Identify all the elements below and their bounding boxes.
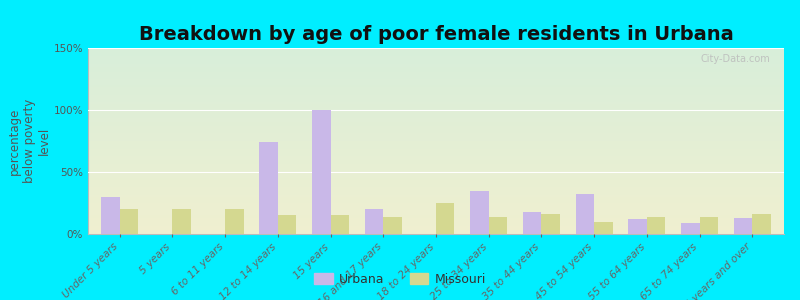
Bar [312,110,330,234]
Bar [330,215,349,234]
Bar [542,214,560,234]
Bar [383,217,402,234]
Title: Breakdown by age of poor female residents in Urbana: Breakdown by age of poor female resident… [138,25,734,44]
Legend: Urbana, Missouri: Urbana, Missouri [309,268,491,291]
Bar [734,218,752,234]
Bar [523,212,542,234]
Bar [700,217,718,234]
Y-axis label: percentage
below poverty
level: percentage below poverty level [8,99,50,183]
Bar [681,223,700,234]
Bar [225,209,243,234]
Bar [647,217,666,234]
Bar [120,209,138,234]
Text: City-Data.com: City-Data.com [700,54,770,64]
Bar [278,215,296,234]
Bar [594,222,613,234]
Bar [259,142,278,234]
Bar [576,194,594,234]
Bar [629,219,647,234]
Bar [436,203,454,234]
Bar [470,190,489,234]
Bar [101,197,120,234]
Bar [172,209,191,234]
Bar [752,214,771,234]
Bar [489,217,507,234]
Bar [365,209,383,234]
